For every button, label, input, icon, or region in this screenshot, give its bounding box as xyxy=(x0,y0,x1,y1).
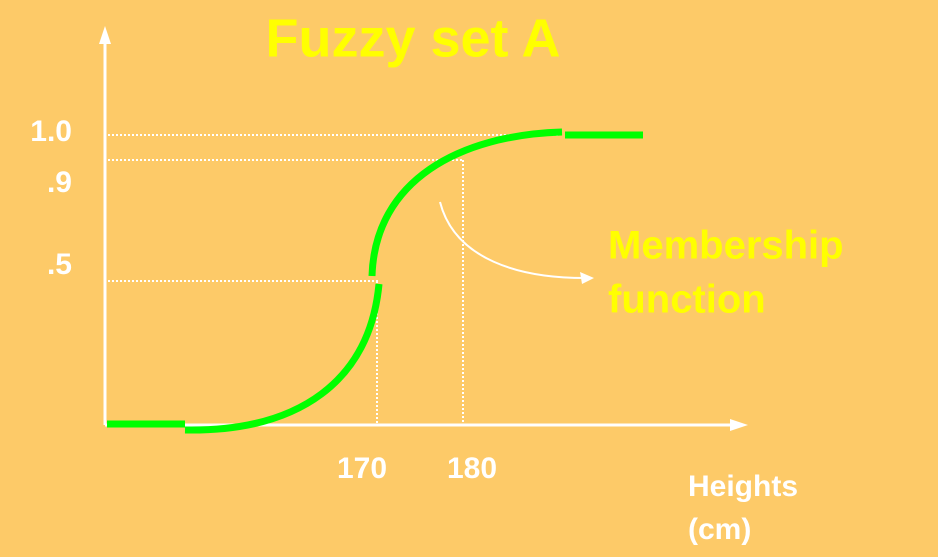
curve-rise xyxy=(184,283,383,434)
annotation-arrow xyxy=(439,201,586,279)
x-label: 170 xyxy=(337,452,387,485)
y-label: .5 xyxy=(47,248,72,281)
annotation: Membership xyxy=(608,224,844,268)
x-label: 180 xyxy=(447,452,497,485)
y-arrow xyxy=(99,26,111,44)
annotation-arrowhead xyxy=(580,272,594,284)
y-label: 1.0 xyxy=(30,115,72,148)
guide-lines xyxy=(108,134,560,424)
membership-curve xyxy=(107,128,643,434)
curve-top xyxy=(368,128,563,277)
x-arrow xyxy=(730,419,748,431)
annotation: function xyxy=(608,278,766,322)
x-axis-label: (cm) xyxy=(688,513,751,546)
title: Fuzzy set A xyxy=(265,8,560,68)
y-label: .9 xyxy=(47,166,72,199)
axes xyxy=(103,38,738,427)
x-axis-label: Heights xyxy=(688,470,798,503)
